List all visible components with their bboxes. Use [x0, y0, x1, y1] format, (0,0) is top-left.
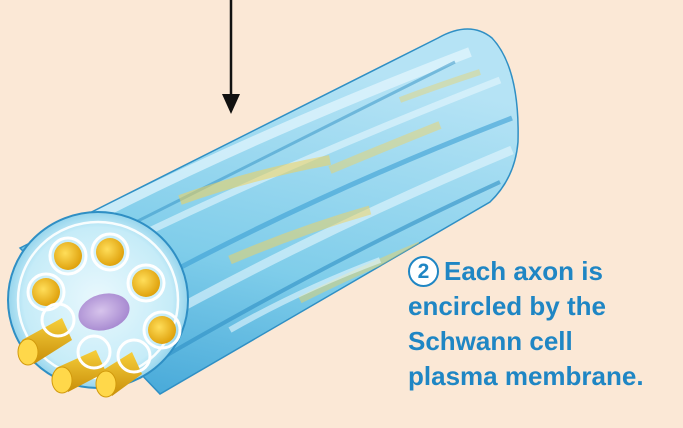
caption-line-3: Schwann cell	[408, 326, 573, 356]
axon-end	[90, 232, 130, 272]
schwann-nucleus	[78, 293, 130, 331]
axon-end	[142, 310, 182, 350]
arrow-head	[222, 94, 240, 114]
axon-rod	[51, 334, 112, 394]
axon-end	[126, 263, 166, 303]
caption-text-1: Each axon is	[444, 256, 603, 286]
step-number-badge: 2	[408, 256, 439, 287]
axon-end	[48, 236, 88, 276]
axon-ends	[26, 232, 182, 350]
axon-rod	[17, 302, 76, 366]
step-caption: 2 Each axon is encircled by the Schwann c…	[408, 254, 683, 394]
caption-line-4: plasma membrane.	[408, 361, 644, 391]
cross-section	[7, 211, 189, 398]
caption-line-2: encircled by the	[408, 291, 606, 321]
caption-line-1: 2 Each axon is	[408, 254, 683, 289]
axon-rod	[95, 338, 152, 398]
pointer-arrow	[222, 0, 240, 114]
protruding-axons	[17, 302, 152, 398]
